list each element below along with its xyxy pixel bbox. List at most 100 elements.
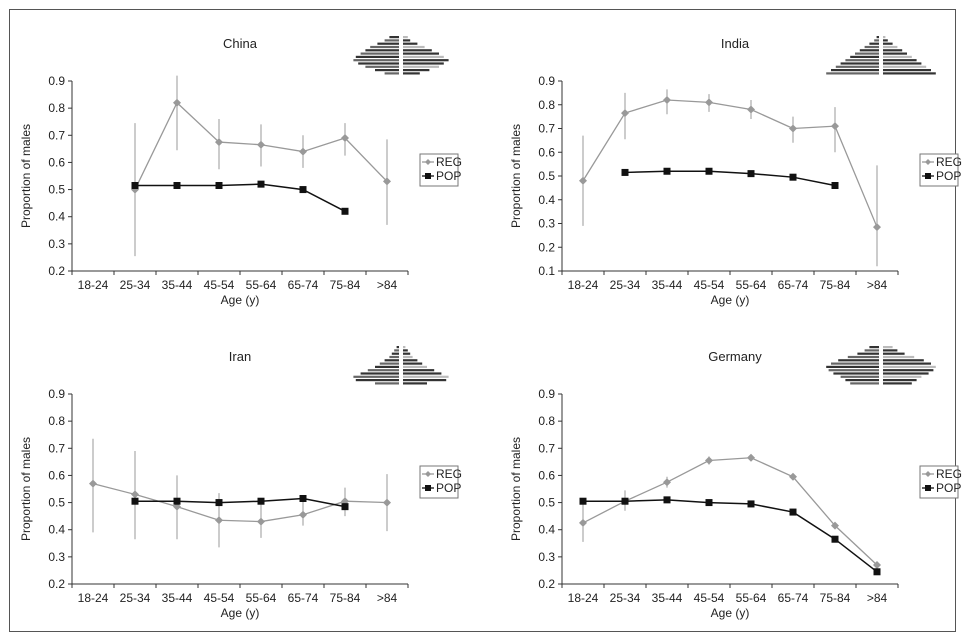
- chart-panel: India 0.1 0.2 0.3 0.4 0.5 0.6 0.7 0.8 0.9 18-24 25-…: [509, 36, 962, 307]
- chart-title: India: [721, 36, 750, 51]
- data-point-reg: [131, 490, 139, 499]
- data-point-pop: [747, 500, 755, 508]
- y-tick-label: 0.7: [48, 128, 65, 142]
- pyramid-bar-right: [403, 375, 449, 378]
- x-tick-label: 35-44: [162, 591, 193, 605]
- data-point-reg: [173, 98, 181, 107]
- x-axis-label: Age (y): [221, 606, 260, 620]
- x-tick-label: >84: [867, 278, 888, 292]
- chart-panel: Germany 0.2 0.3 0.4 0.5 0.6 0.7 0.8 0.9 18-24 25-3…: [509, 346, 962, 620]
- pyramid-bar-right: [883, 352, 905, 355]
- legend-marker-pop: [425, 485, 431, 491]
- pyramid-bar-left: [391, 352, 399, 355]
- chart-title: Iran: [229, 349, 251, 364]
- pyramid-bar-left: [876, 36, 879, 39]
- x-tick-label: 55-64: [736, 591, 767, 605]
- data-point-pop: [789, 173, 797, 181]
- data-point-reg: [215, 516, 223, 525]
- x-tick-label: 65-74: [288, 591, 319, 605]
- x-tick-label: 18-24: [78, 278, 109, 292]
- series-line-pop: [624, 170, 836, 187]
- pyramid-bar-left: [845, 59, 879, 62]
- pyramid-bar-right: [883, 355, 915, 359]
- y-tick-label: 0.9: [48, 74, 65, 88]
- x-tick-label: >84: [377, 591, 398, 605]
- data-point-reg: [341, 134, 349, 142]
- pyramid-bar-right: [883, 62, 922, 65]
- y-tick-label: 0.2: [538, 577, 555, 591]
- y-tick-label: 0.4: [538, 193, 555, 207]
- pyramid-bar-right: [883, 349, 898, 352]
- data-point-pop: [621, 497, 629, 505]
- data-point-reg: [873, 223, 881, 232]
- pyramid-bar-right: [883, 52, 907, 55]
- legend-marker-reg: [425, 471, 431, 477]
- x-tick-label: 55-64: [736, 278, 767, 292]
- data-point-reg: [789, 472, 797, 481]
- pyramid-bar-left: [847, 355, 879, 359]
- population-pyramid-icon: [353, 346, 449, 385]
- y-tick-label: 0.1: [538, 264, 555, 278]
- pyramid-bar-left: [835, 65, 879, 68]
- legend-marker-pop: [925, 173, 931, 179]
- y-tick-label: 0.3: [48, 237, 65, 251]
- data-point-pop: [873, 568, 881, 576]
- x-tick-label: 25-34: [610, 591, 641, 605]
- x-tick-label: 45-54: [694, 278, 725, 292]
- series-line-reg: [582, 99, 878, 228]
- x-axis-label: Age (y): [711, 606, 750, 620]
- data-point-pop: [257, 180, 265, 188]
- pyramid-bar-left: [826, 72, 879, 75]
- x-tick-label: 45-54: [694, 591, 725, 605]
- data-point-pop: [579, 497, 587, 505]
- x-tick-label: 35-44: [652, 278, 683, 292]
- x-tick-label: 25-34: [610, 278, 641, 292]
- y-tick-label: 0.9: [538, 387, 555, 401]
- pyramid-bar-left: [857, 352, 879, 355]
- pyramid-bar-right: [883, 369, 934, 372]
- chart-panel: Iran 0.2 0.3 0.4 0.5 0.6 0.7 0.8 0.9 18-24 25-34 35…: [19, 346, 462, 620]
- y-tick-label: 0.5: [538, 496, 555, 510]
- x-tick-label: 35-44: [162, 278, 193, 292]
- legend-box: [919, 153, 959, 187]
- pyramid-bar-right: [883, 375, 922, 378]
- legend-label: POP: [436, 481, 461, 495]
- pyramid-bar-right: [403, 359, 418, 362]
- legend-label: REG: [936, 467, 962, 481]
- data-point-pop: [747, 170, 755, 178]
- data-point-pop: [299, 186, 307, 194]
- y-tick-label: 0.6: [48, 155, 65, 169]
- pyramid-bar-left: [384, 72, 399, 75]
- legend-marker-pop: [425, 173, 431, 179]
- x-axis-label: Age (y): [711, 293, 750, 307]
- data-point-pop: [173, 497, 181, 505]
- data-point-pop: [341, 503, 349, 511]
- pyramid-bar-left: [864, 349, 879, 352]
- pyramid-bar-left: [353, 59, 399, 62]
- data-point-reg: [831, 122, 839, 131]
- population-pyramid-icon: [353, 36, 449, 75]
- data-point-reg: [747, 105, 755, 114]
- legend-marker-reg: [925, 471, 931, 477]
- pyramid-bar-left: [358, 62, 399, 65]
- data-point-pop: [663, 496, 671, 504]
- data-point-reg: [663, 478, 671, 487]
- pyramid-bar-left: [850, 55, 879, 58]
- data-point-reg: [89, 479, 97, 488]
- data-point-pop: [215, 182, 223, 189]
- population-pyramid-icon: [826, 346, 936, 385]
- legend-label: REG: [436, 467, 462, 481]
- series-line-reg: [92, 482, 388, 523]
- data-point-reg: [705, 98, 713, 107]
- x-tick-label: 65-74: [288, 278, 319, 292]
- y-tick-label: 0.3: [48, 550, 65, 564]
- pyramid-bar-right: [403, 349, 408, 352]
- x-tick-label: 45-54: [204, 591, 235, 605]
- pyramid-bar-right: [883, 372, 929, 375]
- legend-marker-reg: [925, 159, 931, 165]
- pyramid-bar-right: [403, 355, 413, 359]
- x-tick-label: >84: [377, 278, 398, 292]
- pyramid-bar-right: [883, 42, 893, 45]
- pyramid-bar-left: [389, 36, 399, 39]
